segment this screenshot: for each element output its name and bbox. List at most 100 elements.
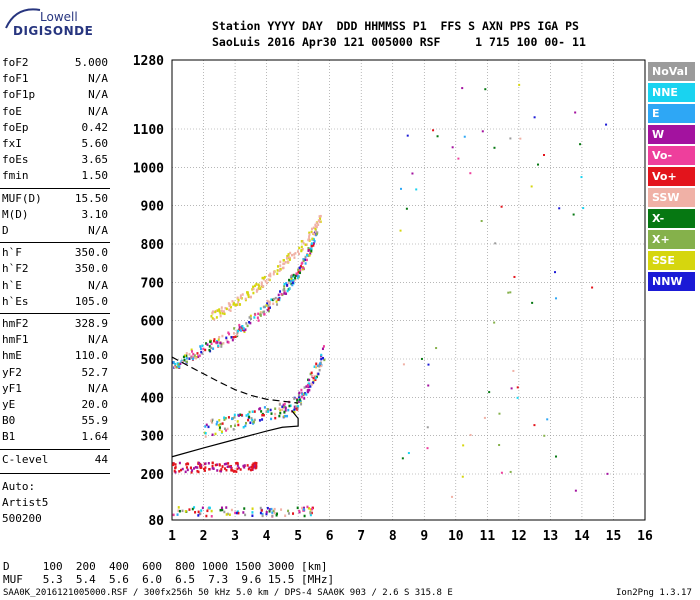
- echo-point: [318, 220, 321, 224]
- y-tick-label: 900: [141, 200, 165, 215]
- echo-point: [233, 327, 236, 330]
- echo-point: [184, 354, 187, 357]
- echo-point: [234, 303, 237, 307]
- echo-point: [211, 464, 214, 468]
- echo-point: [227, 462, 230, 465]
- echo-point: [272, 509, 275, 513]
- legend-item-nne: NNE: [648, 83, 695, 102]
- echo-point: [315, 232, 318, 236]
- echo-point: [303, 386, 306, 389]
- param-value: 0.42: [81, 120, 109, 134]
- echo-point: [310, 249, 313, 253]
- echo-point: [179, 362, 182, 365]
- echo-point: [280, 508, 283, 511]
- echo-point: [270, 507, 273, 511]
- echo-point: [211, 421, 214, 424]
- echo-point: [301, 392, 304, 396]
- echo-point: [206, 343, 209, 346]
- noise-point: [582, 207, 585, 210]
- echo-point: [221, 465, 224, 468]
- echo-point: [292, 273, 295, 277]
- echo-point: [258, 419, 261, 422]
- dashed-profile-line: [171, 356, 299, 404]
- echo-point: [305, 243, 308, 246]
- echo-point: [213, 339, 216, 343]
- echo-point: [310, 244, 313, 248]
- echo-point: [260, 410, 263, 413]
- echo-point: [310, 242, 313, 245]
- echo-point: [177, 363, 180, 366]
- noise-point: [463, 135, 466, 138]
- echo-point: [223, 462, 226, 466]
- echo-point: [220, 309, 223, 312]
- echo-point: [287, 260, 290, 264]
- echo-point: [219, 312, 222, 315]
- echo-point: [273, 507, 276, 511]
- echo-point: [300, 249, 303, 252]
- logo-text-lowell: Lowell: [40, 10, 78, 24]
- echo-point: [174, 466, 177, 469]
- x-tick-label: 11: [480, 529, 496, 544]
- noise-point: [500, 471, 503, 474]
- echo-point: [228, 304, 231, 308]
- echo-point: [259, 313, 262, 316]
- param-separator: [0, 448, 110, 450]
- echo-point: [244, 297, 247, 301]
- noise-point: [420, 357, 423, 360]
- echo-point: [232, 335, 235, 339]
- echo-point: [319, 214, 322, 218]
- echo-point: [250, 465, 253, 469]
- echo-point: [238, 323, 241, 327]
- echo-point: [294, 276, 297, 280]
- echo-point: [310, 227, 313, 231]
- echo-point: [286, 254, 289, 258]
- echo-point: [293, 253, 296, 256]
- echo-point: [309, 508, 312, 511]
- param-name: fmin: [2, 169, 29, 183]
- param-row: B0 55.9: [2, 414, 108, 429]
- echo-point: [240, 297, 243, 300]
- echo-point: [308, 378, 311, 382]
- echo-point: [278, 403, 281, 406]
- y-tick-label: 500: [141, 353, 165, 368]
- noise-point: [512, 369, 515, 372]
- x-tick-label: 9: [420, 529, 428, 544]
- echo-point: [197, 514, 200, 517]
- echo-point: [247, 467, 250, 471]
- echo-point: [211, 317, 214, 320]
- echo-point: [272, 270, 275, 274]
- echo-point: [276, 269, 279, 272]
- echo-point: [243, 507, 246, 510]
- echo-point: [296, 506, 299, 510]
- param-value: 5.000: [74, 56, 108, 69]
- echo-point: [246, 324, 249, 328]
- echo-point: [261, 276, 264, 280]
- echo-point: [286, 289, 289, 293]
- echo-point: [216, 341, 219, 344]
- echo-point: [267, 410, 270, 413]
- echo-point: [248, 415, 251, 419]
- echo-point: [199, 466, 202, 470]
- echo-point: [223, 467, 226, 470]
- echo-point: [255, 282, 258, 286]
- echo-point: [235, 333, 238, 337]
- echo-point: [237, 298, 240, 302]
- noise-point: [400, 187, 403, 190]
- logo-text-digisonde: DIGISONDE: [13, 24, 94, 38]
- param-name: h`F2: [2, 262, 29, 276]
- noise-point: [543, 434, 546, 437]
- echo-point: [232, 301, 235, 305]
- noise-point: [406, 134, 409, 137]
- noise-point: [435, 347, 438, 350]
- echo-point: [303, 514, 306, 518]
- param-value: 44: [94, 452, 108, 466]
- echo-point: [243, 464, 246, 467]
- echo-point: [232, 428, 235, 431]
- noise-point: [533, 116, 536, 119]
- echo-point: [204, 462, 207, 465]
- echo-point: [299, 271, 302, 275]
- echo-point: [319, 220, 322, 223]
- param-separator: [0, 242, 110, 244]
- noise-point: [457, 157, 460, 160]
- echo-point: [262, 413, 265, 417]
